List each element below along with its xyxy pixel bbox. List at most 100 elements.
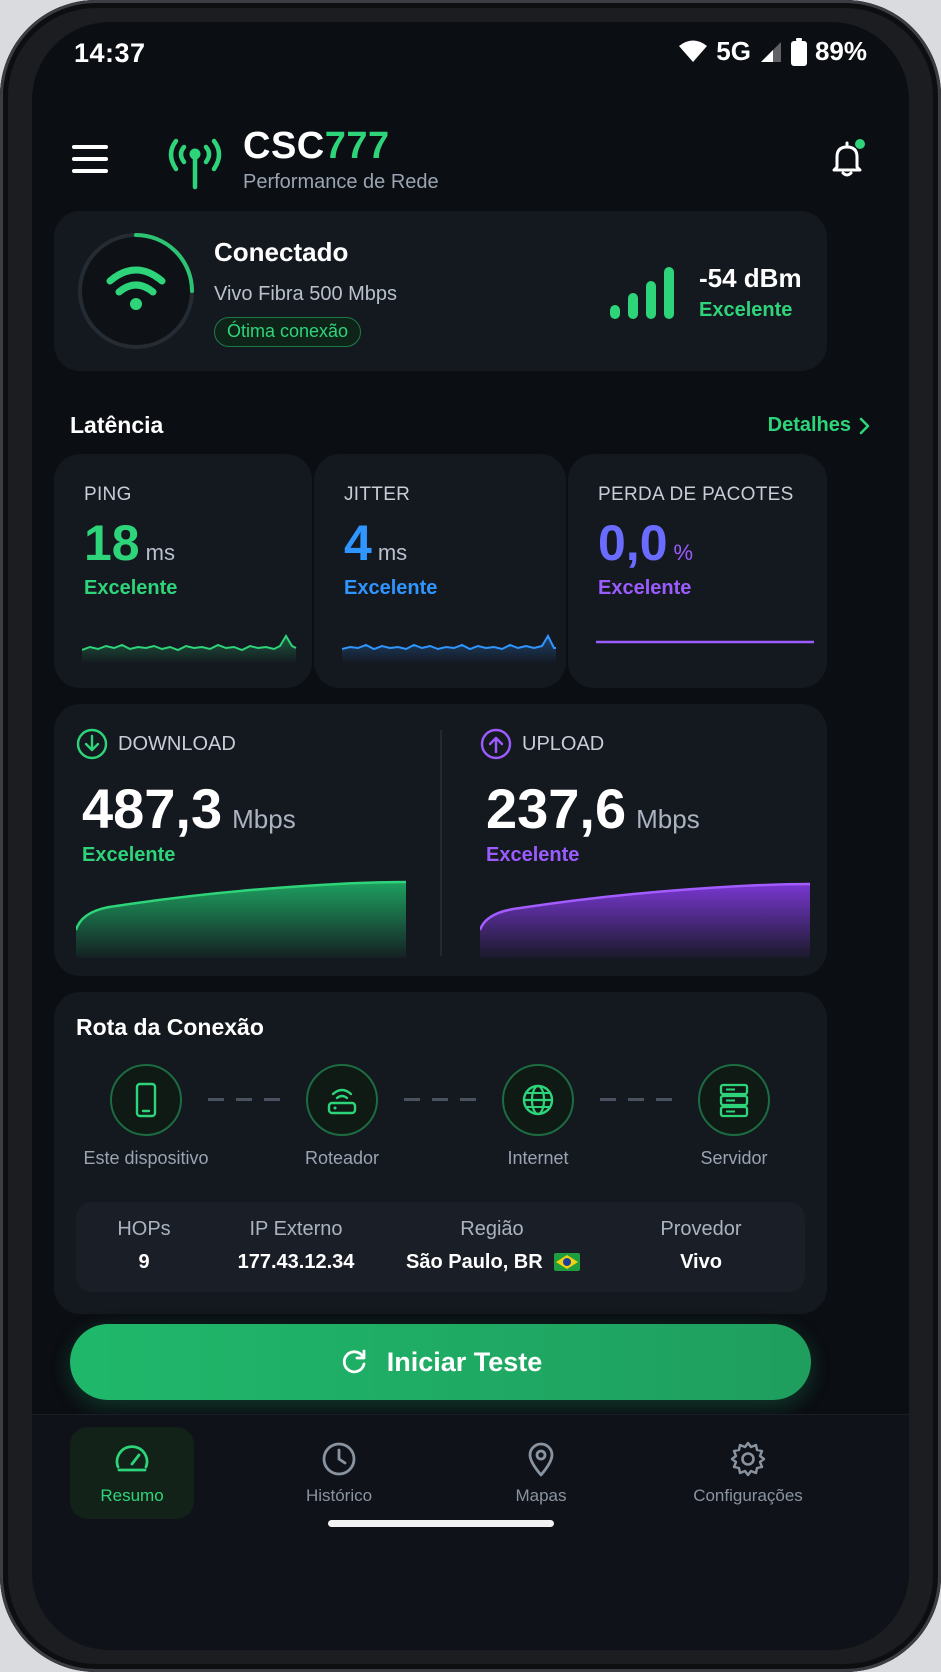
packet-loss-status: Excelente xyxy=(598,577,692,599)
upload-value-row: 237,6 Mbps xyxy=(486,776,700,841)
ping-status: Excelente xyxy=(84,577,178,599)
route-title: Rota da Conexão xyxy=(76,1014,264,1040)
wifi-status-icon xyxy=(78,233,194,349)
connection-title: Conectado xyxy=(214,237,349,267)
upload-section: UPLOAD 237,6 Mbps Excelente xyxy=(458,704,844,976)
nav-item-configuracoes[interactable]: Configurações xyxy=(648,1427,848,1519)
ping-label: PING xyxy=(84,484,132,505)
battery-level: 89% xyxy=(814,36,867,66)
route-node-router[interactable]: Roteador xyxy=(272,1064,412,1169)
nav-label: Resumo xyxy=(100,1486,164,1505)
screen: 14:37 5G 89% xyxy=(32,22,909,1650)
node-circle xyxy=(110,1064,182,1136)
stat-label: IP Externo xyxy=(249,1218,343,1240)
jitter-card[interactable]: JITTER 4 ms Excelente xyxy=(314,454,566,688)
connection-card[interactable]: Conectado Vivo Fibra 500 Mbps Ótima cone… xyxy=(54,211,827,371)
menu-button[interactable] xyxy=(70,139,110,179)
route-node-server[interactable]: Servidor xyxy=(664,1064,804,1169)
ping-card[interactable]: PING 18 ms Excelente xyxy=(54,454,312,688)
route-node-label: Internet xyxy=(507,1148,569,1168)
jitter-value-row: 4 ms xyxy=(344,514,407,572)
wifi-icon xyxy=(679,40,708,62)
route-node-label: Este dispositivo xyxy=(83,1148,209,1168)
nav-item-mapas[interactable]: Mapas xyxy=(446,1427,636,1519)
start-test-button[interactable]: Iniciar Teste xyxy=(70,1324,811,1400)
stat-region: Região São Paulo, BR xyxy=(406,1218,581,1274)
nav-label: Configurações xyxy=(693,1486,803,1505)
route-connector xyxy=(404,1098,478,1101)
route-node-internet[interactable]: Internet xyxy=(468,1064,608,1169)
download-arrow-icon xyxy=(76,728,108,760)
route-node-label: Servidor xyxy=(700,1148,768,1168)
download-section: DOWNLOAD 487,3 Mbps Excelente xyxy=(54,704,440,976)
map-pin-icon xyxy=(528,1442,554,1477)
gear-icon xyxy=(730,1441,766,1477)
packet-loss-unit: % xyxy=(673,540,694,565)
upload-value: 237,6 xyxy=(486,777,627,840)
upload-unit: Mbps xyxy=(636,804,700,834)
nav-label: Histórico xyxy=(305,1486,373,1505)
packet-loss-value-row: 0,0% xyxy=(598,514,693,572)
app-brand: CSC777 xyxy=(243,125,390,168)
download-label: DOWNLOAD xyxy=(118,732,236,755)
upload-label: UPLOAD xyxy=(522,732,605,755)
download-status: Excelente xyxy=(82,844,176,866)
jitter-label: JITTER xyxy=(344,484,411,505)
route-card: Rota da Conexão Este dispositivo Rot xyxy=(54,992,827,1314)
packet-loss-card[interactable]: PERDA DE PACOTES 0,0% Excelente xyxy=(568,454,827,688)
stat-value-row: São Paulo, BR xyxy=(406,1251,581,1274)
router-icon xyxy=(327,1088,357,1115)
stat-value: São Paulo, BR xyxy=(406,1251,543,1273)
bell-icon[interactable] xyxy=(825,137,869,181)
network-label: 5G xyxy=(716,36,751,66)
connection-plan: Vivo Fibra 500 Mbps xyxy=(214,283,398,305)
route-connector xyxy=(208,1098,282,1101)
speed-divider xyxy=(440,730,442,956)
speed-card[interactable]: DOWNLOAD 487,3 Mbps Excelente UPLOAD 237,… xyxy=(54,704,827,976)
nav-item-historico[interactable]: Histórico xyxy=(244,1427,434,1519)
brand-accent: 777 xyxy=(324,125,390,167)
start-test-label: Iniciar Teste xyxy=(386,1346,543,1377)
server-icon xyxy=(719,1083,749,1118)
download-header: DOWNLOAD xyxy=(76,728,236,760)
ping-sparkline xyxy=(82,634,297,664)
jitter-status: Excelente xyxy=(344,577,438,599)
stat-label: HOPs xyxy=(117,1218,171,1240)
packet-loss-value: 0,0 xyxy=(598,515,668,571)
jitter-value: 4 xyxy=(344,515,372,571)
stat-value: 177.43.12.34 xyxy=(237,1251,355,1273)
upload-area-chart xyxy=(480,882,810,958)
stat-provider: Provedor Vivo xyxy=(636,1218,766,1274)
home-indicator[interactable] xyxy=(328,1520,554,1527)
latency-title: Latência xyxy=(70,412,164,438)
details-link[interactable]: Detalhes xyxy=(768,414,871,437)
menu-icon-line xyxy=(72,157,108,161)
refresh-icon xyxy=(342,1349,366,1374)
packet-loss-label: PERDA DE PACOTES xyxy=(598,484,794,505)
download-value: 487,3 xyxy=(82,777,223,840)
clock-icon xyxy=(322,1442,356,1476)
route-node-label: Roteador xyxy=(304,1148,380,1168)
connection-quality-badge: Ótima conexão xyxy=(214,317,362,347)
signal-strength-icon xyxy=(610,267,674,319)
speedometer-icon xyxy=(115,1445,149,1472)
battery-icon xyxy=(790,37,807,66)
signal-status: Excelente xyxy=(699,299,793,321)
antenna-icon xyxy=(168,138,222,190)
upload-status: Excelente xyxy=(486,844,580,866)
stat-external-ip: IP Externo 177.43.12.34 xyxy=(226,1218,366,1274)
jitter-sparkline xyxy=(342,633,556,664)
chevron-right-icon xyxy=(859,417,870,434)
app-subtitle: Performance de Rede xyxy=(243,171,439,193)
nav-item-resumo[interactable]: Resumo xyxy=(70,1427,194,1519)
brand-main: CSC xyxy=(243,125,325,167)
smartphone-icon xyxy=(135,1082,157,1118)
status-bar: 14:37 5G 89% xyxy=(32,22,909,102)
download-value-row: 487,3 Mbps xyxy=(82,776,296,841)
app-header: CSC777 Performance de Rede xyxy=(32,117,909,217)
node-circle xyxy=(502,1064,574,1136)
route-node-device[interactable]: Este dispositivo xyxy=(76,1064,216,1169)
cell-signal-icon xyxy=(760,41,781,62)
stat-value: 9 xyxy=(138,1251,150,1273)
